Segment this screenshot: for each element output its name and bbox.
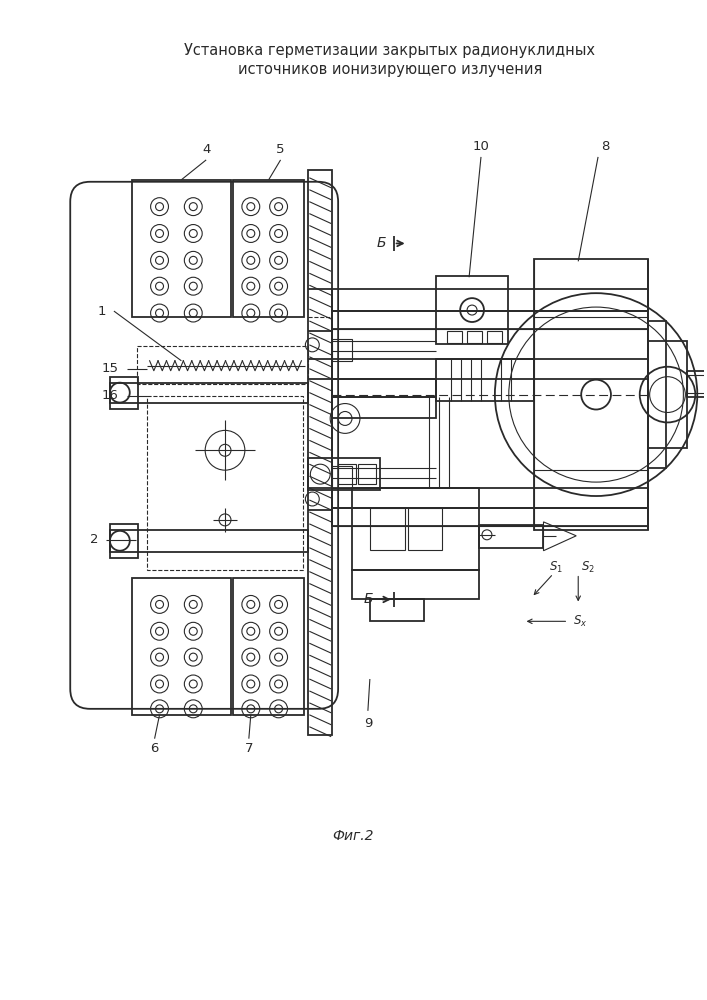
Bar — [332, 488, 648, 508]
Text: $S_1$: $S_1$ — [549, 560, 563, 575]
Text: $S_2$: $S_2$ — [581, 560, 595, 575]
Bar — [370, 599, 424, 621]
Text: источников ионизирующего излучения: источников ионизирующего излучения — [238, 62, 542, 77]
Text: 9: 9 — [363, 717, 372, 730]
Bar — [648, 341, 687, 448]
Text: 10: 10 — [472, 140, 489, 153]
Bar — [110, 524, 138, 558]
Bar — [687, 375, 705, 393]
Text: 6: 6 — [151, 742, 159, 755]
Bar — [308, 458, 332, 490]
Bar — [332, 397, 436, 418]
Bar — [233, 578, 305, 715]
Bar — [338, 464, 356, 484]
Bar — [308, 170, 332, 735]
Text: 4: 4 — [202, 143, 211, 156]
Text: Установка герметизации закрытых радионуклидных: Установка герметизации закрытых радионук… — [185, 43, 595, 58]
Bar — [479, 525, 544, 548]
Bar — [352, 488, 479, 570]
Bar — [332, 289, 648, 311]
Bar — [132, 578, 231, 715]
Bar — [534, 259, 648, 530]
Bar — [487, 331, 502, 343]
Text: 8: 8 — [601, 140, 609, 153]
Bar — [467, 331, 482, 343]
Bar — [110, 530, 308, 552]
Bar — [407, 508, 443, 550]
Text: 16: 16 — [102, 389, 118, 402]
Bar — [436, 276, 508, 344]
Bar — [358, 464, 376, 484]
Text: 1: 1 — [98, 305, 106, 318]
Bar — [332, 311, 648, 329]
Bar — [146, 396, 303, 570]
Text: 2: 2 — [90, 533, 98, 546]
Bar — [648, 321, 665, 468]
Bar — [132, 180, 231, 317]
Bar — [332, 508, 648, 526]
Bar — [136, 346, 308, 384]
Text: 15: 15 — [101, 362, 119, 375]
Bar — [436, 359, 534, 401]
Bar — [110, 383, 308, 403]
Bar — [352, 570, 479, 599]
Bar — [370, 508, 404, 550]
Bar — [448, 331, 462, 343]
Text: 7: 7 — [245, 742, 253, 755]
Text: Б: Б — [363, 592, 373, 606]
Bar — [687, 371, 707, 397]
Bar — [332, 458, 380, 490]
Bar — [233, 180, 305, 317]
Bar — [332, 339, 352, 361]
Bar — [110, 377, 138, 409]
Text: 5: 5 — [276, 143, 285, 156]
Bar — [332, 379, 436, 397]
Bar — [332, 359, 648, 379]
Text: Б: Б — [377, 236, 387, 250]
Bar — [332, 466, 352, 488]
Text: $S_x$: $S_x$ — [573, 614, 588, 629]
Text: Фиг.2: Фиг.2 — [332, 829, 374, 843]
